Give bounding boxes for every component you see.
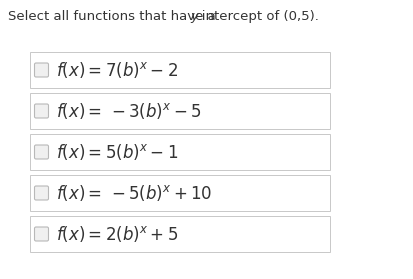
FancyBboxPatch shape xyxy=(35,145,48,159)
FancyBboxPatch shape xyxy=(30,175,330,211)
Text: $\mathit{f(x) =\,-5(b)^{x} + 10}$: $\mathit{f(x) =\,-5(b)^{x} + 10}$ xyxy=(56,183,212,203)
FancyBboxPatch shape xyxy=(35,63,48,77)
Text: y: y xyxy=(190,10,198,23)
FancyBboxPatch shape xyxy=(35,104,48,118)
Text: $\mathit{f(x) =\,-3(b)^{x} - 5}$: $\mathit{f(x) =\,-3(b)^{x} - 5}$ xyxy=(56,101,201,121)
FancyBboxPatch shape xyxy=(30,134,330,170)
Text: Select all functions that have a: Select all functions that have a xyxy=(8,10,220,23)
Text: $\mathit{f(x) = 7(b)^{x} - 2}$: $\mathit{f(x) = 7(b)^{x} - 2}$ xyxy=(56,60,178,80)
Text: -intercept of (0,5).: -intercept of (0,5). xyxy=(197,10,318,23)
FancyBboxPatch shape xyxy=(30,52,330,88)
Text: $\mathit{f(x) = 5(b)^{x} - 1}$: $\mathit{f(x) = 5(b)^{x} - 1}$ xyxy=(56,142,178,162)
FancyBboxPatch shape xyxy=(30,216,330,252)
FancyBboxPatch shape xyxy=(35,227,48,241)
Text: $\mathit{f(x) = 2(b)^{x} + 5}$: $\mathit{f(x) = 2(b)^{x} + 5}$ xyxy=(56,224,178,244)
FancyBboxPatch shape xyxy=(35,186,48,200)
FancyBboxPatch shape xyxy=(30,93,330,129)
